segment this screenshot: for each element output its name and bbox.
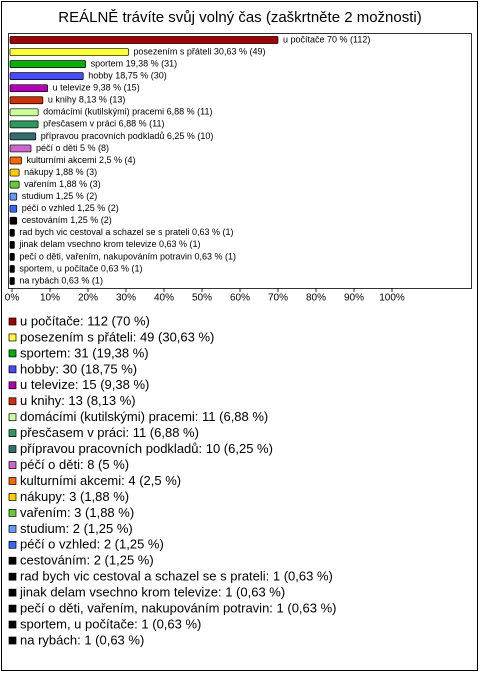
- legend-swatch: [8, 365, 17, 374]
- legend-swatch: [8, 509, 17, 517]
- bar-label: jinak delam vsechno krom televize 0,63 %…: [18, 239, 200, 249]
- bar: [9, 120, 39, 129]
- bar: [9, 180, 20, 189]
- bar-label: nákupy 1,88 % (3): [24, 167, 97, 177]
- bar: [9, 168, 20, 177]
- bar-label: přesčasem v práci 6,88 % (11): [43, 119, 164, 129]
- x-tick-label: 50%: [192, 293, 212, 304]
- x-tick-label: 20%: [78, 293, 98, 304]
- chart-title: REÁLNĚ trávíte svůj volný čas (zaškrtnět…: [58, 9, 421, 26]
- x-tick-label: 70%: [268, 293, 288, 304]
- legend-label: posezením s přáteli: 49 (30,63 %): [20, 329, 214, 344]
- bar: [9, 96, 44, 105]
- x-tick-label: 100%: [379, 293, 405, 304]
- bar: [9, 156, 22, 165]
- legend-swatch: [8, 333, 17, 342]
- legend-swatch: [8, 636, 17, 645]
- legend-label: u televize: 15 (9,38 %): [20, 377, 149, 392]
- legend-label: na rybách: 1 (0,63 %): [20, 632, 144, 647]
- legend-swatch: [8, 588, 17, 597]
- bar-label: posezením s přáteli 30,63 % (49): [133, 46, 265, 56]
- legend-label: hobby: 30 (18,75 %): [20, 361, 137, 376]
- legend-swatch: [8, 429, 17, 437]
- legend-label: sportem: 31 (19,38 %): [20, 345, 149, 360]
- legend-label: péčí o děti: 8 (5 %): [20, 457, 129, 472]
- bar-label: péčí o vzhled 1,25 % (2): [22, 203, 119, 213]
- bar-label: u počítače 70 % (112): [283, 34, 370, 44]
- legend-swatch: [8, 493, 17, 501]
- bar: [9, 192, 18, 201]
- x-tick-label: 0%: [5, 293, 20, 304]
- legend-swatch: [8, 524, 17, 533]
- bar-label: u televize 9,38 % (15): [53, 83, 140, 93]
- legend-swatch: [8, 604, 17, 613]
- bar-label: u knihy 8,13 % (13): [48, 95, 126, 105]
- legend-swatch: [8, 540, 17, 549]
- legend-label: kulturními akcemi: 4 (2,5 %): [20, 473, 181, 488]
- bar: [9, 84, 48, 93]
- bar-label: péčí o děti 5 % (8): [36, 143, 109, 153]
- legend-label: sportem, u počítače: 1 (0,63 %): [20, 616, 201, 631]
- x-tick-label: 30%: [116, 293, 136, 304]
- x-tick-label: 40%: [154, 293, 174, 304]
- bar: [9, 265, 15, 273]
- bar: [9, 228, 15, 237]
- legend-label: cestováním: 2 (1,25 %): [20, 553, 154, 568]
- bar: [9, 216, 18, 225]
- bar: [9, 48, 129, 56]
- legend-label: jinak delam vsechno krom televize: 1 (0,…: [19, 585, 285, 600]
- x-tick-label: 80%: [306, 293, 326, 304]
- bar: [9, 253, 15, 261]
- bar-label: cestováním 1,25 % (2): [22, 215, 112, 225]
- bar-label: kulturními akcemi 2,5 % (4): [27, 155, 136, 165]
- legend-label: domácími (kutilskými) pracemi: 11 (6,88 …: [20, 409, 268, 424]
- x-tick-label: 90%: [344, 293, 364, 304]
- legend-swatch: [8, 381, 17, 390]
- bar: [9, 72, 84, 81]
- bar: [9, 60, 86, 68]
- bar-label: přípravou pracovních podkladů 6,25 % (10…: [41, 131, 214, 141]
- bar-label: pečí o děti, vařením, nakupováním potrav…: [19, 251, 236, 261]
- bar-label: studium 1,25 % (2): [22, 191, 98, 201]
- bar: [9, 144, 32, 153]
- legend-label: nákupy: 3 (1,88 %): [20, 489, 129, 504]
- legend-swatch: [8, 445, 17, 453]
- legend-label: u knihy: 13 (8,13 %): [20, 393, 136, 408]
- bar-label: rad bych vic cestoval a schazel se s pra…: [19, 227, 233, 237]
- bar-label: na rybách 0,63 % (1): [19, 275, 103, 285]
- x-tick-label: 10%: [40, 293, 60, 304]
- bar: [9, 277, 15, 285]
- legend-label: péčí o vzhled: 2 (1,25 %): [20, 537, 164, 552]
- legend-label: studium: 2 (1,25 %): [20, 521, 133, 536]
- legend-label: pečí o děti, vařením, nakupováním potrav…: [20, 601, 337, 616]
- bar: [9, 36, 279, 44]
- legend-swatch: [8, 397, 17, 406]
- legend-swatch: [8, 556, 17, 565]
- legend-swatch: [8, 477, 17, 485]
- bar-label: domácími (kutilskými) pracemi 6,88 % (11…: [43, 107, 212, 117]
- legend-swatch: [8, 620, 17, 629]
- bar: [9, 241, 15, 249]
- legend-swatch: [8, 461, 17, 469]
- bar-label: hobby 18,75 % (30): [88, 71, 167, 81]
- bar-label: sportem, u počítače 0,63 % (1): [19, 263, 142, 273]
- legend-swatch: [8, 317, 17, 326]
- bar-label: sportem 19,38 % (31): [91, 58, 178, 68]
- bar-label: vařením 1,88 % (3): [24, 179, 101, 189]
- legend-swatch: [8, 349, 17, 358]
- bar: [9, 108, 39, 117]
- legend-swatch: [8, 572, 17, 581]
- x-tick-label: 60%: [230, 293, 250, 304]
- legend-label: u počítače: 112 (70 %): [20, 313, 150, 328]
- legend-label: vařením: 3 (1,88 %): [20, 505, 134, 520]
- bar: [9, 204, 18, 213]
- legend-swatch: [8, 413, 17, 422]
- legend-label: rad bych vic cestoval a schazel se s pra…: [20, 569, 333, 584]
- legend-label: přesčasem v práci: 11 (6,88 %): [20, 425, 199, 440]
- legend-label: přípravou pracovních podkladů: 10 (6,25 …: [20, 441, 273, 456]
- bar: [9, 132, 37, 141]
